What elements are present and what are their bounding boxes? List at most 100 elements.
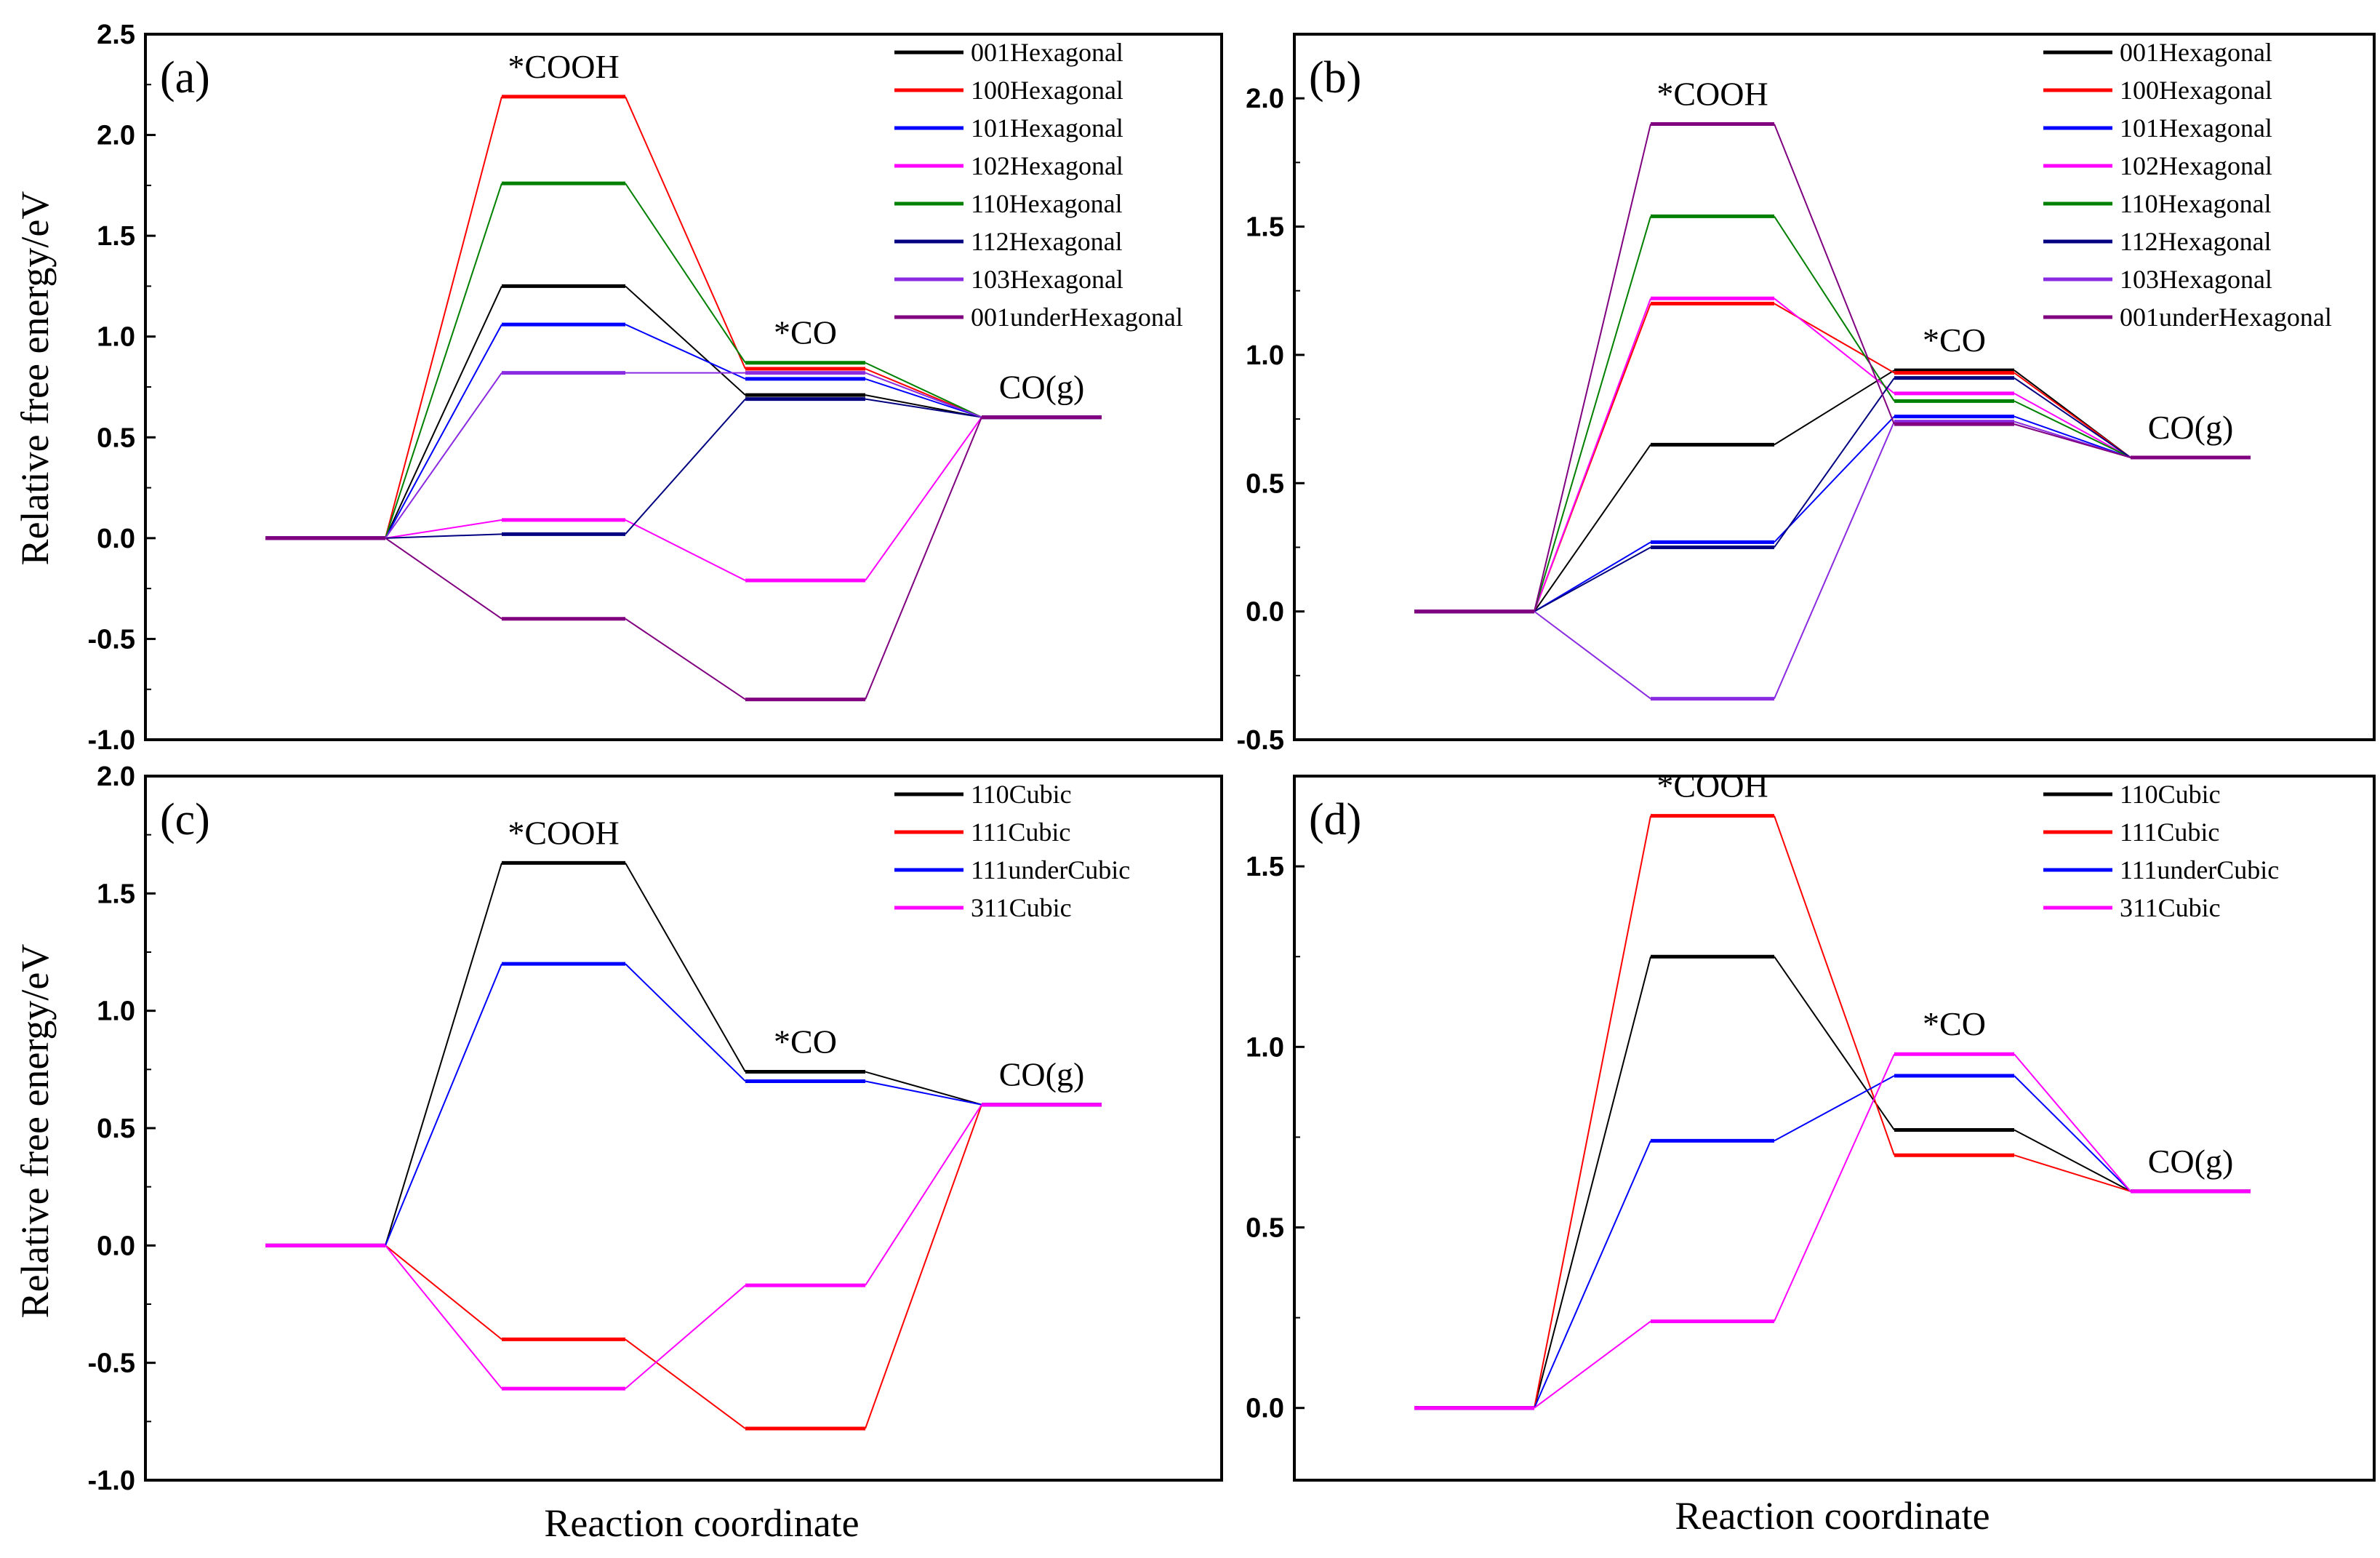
y-tick-label: -0.5 xyxy=(88,1349,135,1379)
legend-label: 103Hexagonal xyxy=(971,265,1123,294)
energy-connector xyxy=(625,183,746,364)
legend-label: 001Hexagonal xyxy=(2120,38,2272,67)
state-label: CO(g) xyxy=(2148,409,2234,446)
energy-connector xyxy=(1534,546,1651,612)
energy-connector xyxy=(865,416,982,581)
y-tick-label: 0.5 xyxy=(1246,468,1284,499)
panel-2: -1.0 -0.5 0.0 0.5 1.0 1.5 2.0 *COOH *CO CO(g) (c) 1… xyxy=(88,762,1223,1496)
energy-connector xyxy=(865,1080,982,1106)
state-label: *CO xyxy=(774,1023,837,1060)
energy-connector xyxy=(385,963,502,1246)
energy-connector xyxy=(1534,124,1651,612)
y-tick-label: 1.0 xyxy=(97,322,135,353)
state-label: *CO xyxy=(1923,321,1986,359)
y-tick-label: 1.0 xyxy=(97,996,135,1027)
legend-label: 111Cubic xyxy=(971,818,1070,847)
energy-connector xyxy=(625,963,746,1082)
energy-connector xyxy=(2014,392,2131,458)
energy-connector xyxy=(865,417,982,700)
energy-connector xyxy=(1774,369,1895,446)
y-tick-label: 2.0 xyxy=(1246,84,1284,114)
state-label: *COOH xyxy=(1656,767,1768,804)
y-tick-label: 1.5 xyxy=(97,221,135,252)
state-label: *CO xyxy=(1923,1005,1986,1042)
legend-label: 103Hexagonal xyxy=(2120,265,2272,294)
energy-connector xyxy=(2014,423,2131,458)
legend-label: 311Cubic xyxy=(2120,893,2221,922)
energy-connector xyxy=(1774,124,1895,425)
energy-connector xyxy=(2014,1154,2131,1192)
y-tick-label: 1.5 xyxy=(1246,852,1284,882)
x-axis-title-right: Reaction coordinate xyxy=(1675,1494,1990,1538)
y-tick-label: 1.5 xyxy=(97,879,135,909)
energy-connector xyxy=(2014,400,2131,458)
y-tick-label: 0.5 xyxy=(1246,1213,1284,1244)
series-311Cubic xyxy=(1414,1052,2251,1410)
energy-connector xyxy=(865,398,982,418)
energy-connector xyxy=(385,533,502,539)
legend-label: 100Hexagonal xyxy=(971,76,1123,105)
state-label: *COOH xyxy=(1656,75,1768,112)
panel-3: 0.0 0.5 1.0 1.5 *COOH *CO CO(g) (d) 110Cubic 111C… xyxy=(1246,767,2376,1482)
energy-connector xyxy=(2014,1053,2131,1192)
panel-tag: (d) xyxy=(1309,795,1361,844)
legend-label: 110Hexagonal xyxy=(971,189,1123,218)
legend: 110Cubic 111Cubic 111underCubic 311Cubic xyxy=(894,780,1130,922)
series-001underHexagonal xyxy=(265,415,1102,702)
energy-connector xyxy=(1774,415,1895,543)
y-tick-label: 0.5 xyxy=(97,1114,135,1144)
energy-connector xyxy=(865,1104,982,1286)
energy-connector xyxy=(385,183,502,539)
state-label: CO(g) xyxy=(2148,1143,2234,1180)
y-tick-label: 2.0 xyxy=(97,121,135,151)
energy-connector xyxy=(625,1285,746,1389)
panel-1: -0.5 0.0 0.5 1.0 1.5 2.0 *COOH *CO CO(g) (b) 001He… xyxy=(1237,33,2376,756)
legend-label: 311Cubic xyxy=(971,893,1072,922)
state-label: *CO xyxy=(774,314,837,351)
plot-frame xyxy=(1293,33,2376,741)
energy-connector xyxy=(625,398,746,535)
legend-label: 100Hexagonal xyxy=(2120,76,2272,105)
state-label: CO(g) xyxy=(999,369,1085,406)
state-label: *COOH xyxy=(508,48,619,85)
energy-connector xyxy=(1534,541,1651,612)
panels-layer: -1.0 -0.5 0.0 0.5 1.0 1.5 2.0 2.5 *COOH *CO CO(g) (… xyxy=(88,20,2376,1496)
energy-connector xyxy=(385,96,502,539)
y-tick-label: -0.5 xyxy=(88,624,135,655)
legend-label: 110Cubic xyxy=(971,780,1072,809)
energy-connector xyxy=(1534,1320,1651,1409)
energy-connector xyxy=(1534,815,1651,1408)
energy-connector xyxy=(865,372,982,418)
energy-connector xyxy=(625,96,746,369)
panel-0: -1.0 -0.5 0.0 0.5 1.0 1.5 2.0 2.5 *COOH *CO CO(g) (… xyxy=(88,20,1223,756)
energy-connector xyxy=(385,538,502,620)
y-tick-label: 2.0 xyxy=(97,762,135,792)
legend-label: 112Hexagonal xyxy=(971,227,1123,256)
energy-connector xyxy=(2014,1129,2131,1192)
legend-label: 102Hexagonal xyxy=(2120,151,2272,180)
state-label: *COOH xyxy=(508,814,619,851)
y-axis-title-top: Relative free energy/eV xyxy=(13,191,57,566)
legend-label: 110Hexagonal xyxy=(2120,189,2272,218)
energy-connector xyxy=(1534,216,1651,612)
energy-connector xyxy=(1774,297,1895,394)
legend: 001Hexagonal 100Hexagonal 101Hexagonal 102H… xyxy=(2043,38,2332,332)
y-axis-title-bottom: Relative free energy/eV xyxy=(13,944,57,1319)
panel-tag: (c) xyxy=(160,795,210,844)
energy-connector xyxy=(385,324,502,539)
panel-tag: (b) xyxy=(1309,53,1361,103)
energy-connector xyxy=(385,519,502,539)
energy-connector xyxy=(865,1071,982,1106)
plot-frame xyxy=(1293,775,2376,1482)
y-tick-label: 0.0 xyxy=(97,1231,135,1261)
legend-label: 111Cubic xyxy=(2120,818,2219,847)
energy-connector xyxy=(625,618,746,700)
legend-label: 112Hexagonal xyxy=(2120,227,2272,256)
y-tick-label: -1.0 xyxy=(88,1466,135,1496)
legend-label: 001underHexagonal xyxy=(2120,303,2332,332)
x-axis-title-left: Reaction coordinate xyxy=(544,1501,859,1545)
energy-connector xyxy=(865,361,982,418)
energy-connector xyxy=(625,519,746,581)
